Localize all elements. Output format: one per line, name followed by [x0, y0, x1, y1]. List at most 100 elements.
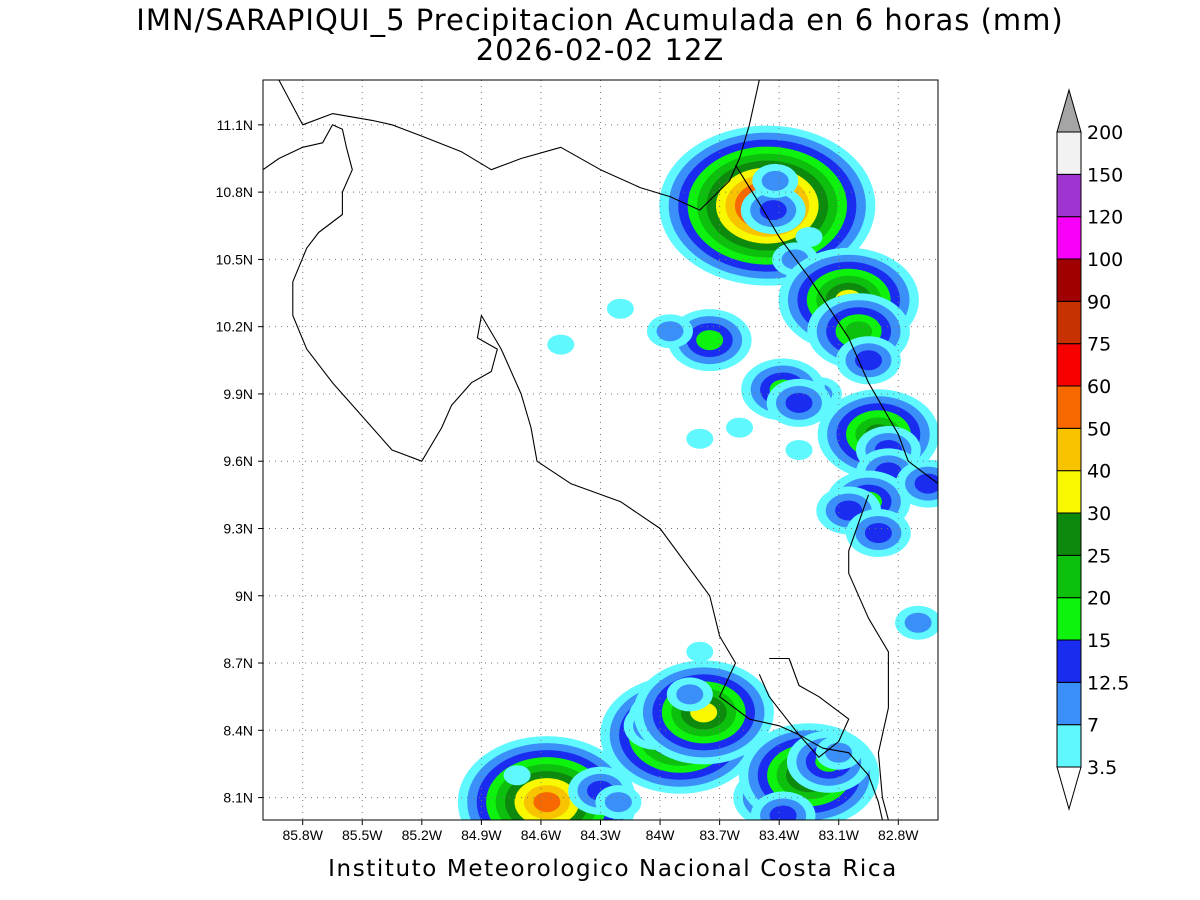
rain-cell: [666, 677, 713, 712]
rain-contour: [785, 392, 813, 413]
colorbar-swatch: [1056, 724, 1082, 768]
rain-cell: [750, 791, 816, 820]
colorbar-swatch: [1056, 470, 1082, 514]
colorbar-swatch: [1056, 385, 1082, 429]
colorbar-swatch: [1056, 427, 1082, 472]
colorbar-swatch: [1056, 597, 1082, 641]
colorbar-label: 12.5: [1087, 672, 1129, 694]
map-title: IMN/SARAPIQUI_5 Precipitacion Acumulada …: [136, 3, 1064, 37]
rain-contour: [503, 765, 531, 786]
coastlines: [263, 80, 938, 820]
colorbar-label: 75: [1087, 334, 1111, 356]
rain-contour: [855, 350, 882, 371]
lon-tick-label: 84.6W: [521, 827, 562, 843]
lat-tick-label: 8.4N: [223, 722, 253, 738]
lon-tick-label: 85.5W: [342, 827, 383, 843]
rain-cell: [726, 417, 753, 438]
rain-contour: [606, 298, 634, 319]
rain-cell: [647, 314, 693, 349]
lat-tick-label: 10.8N: [216, 184, 253, 200]
lon-tick-label: 84.9W: [461, 827, 502, 843]
colorbar-label: 7: [1087, 715, 1099, 737]
border-south: [848, 494, 889, 820]
rain-cell: [895, 459, 938, 508]
colorbar-swatch: [1056, 173, 1082, 218]
rain-cell: [667, 309, 752, 372]
rain-contour: [795, 227, 823, 247]
rain-contour: [785, 440, 813, 460]
rain-cell: [686, 641, 714, 662]
coastline-pacific: [263, 124, 883, 820]
colorbar-label: 50: [1087, 418, 1111, 440]
colorbar-swatch: [1056, 639, 1082, 683]
rain-cell: [606, 298, 634, 319]
coastline-caribbean: [735, 164, 938, 485]
rain-contour: [769, 805, 797, 820]
colorbar-label: 120: [1087, 207, 1123, 229]
colorbar-label: 20: [1087, 588, 1111, 610]
rain-cell: [836, 336, 901, 385]
colorbar-swatch: [1056, 512, 1082, 556]
colorbar-swatch: [1056, 300, 1082, 345]
lon-tick-label: 82.8W: [878, 827, 919, 843]
lat-tick-label: 10.5N: [216, 251, 253, 267]
rain-contour: [864, 523, 892, 543]
rain-cell: [503, 765, 531, 786]
rain-cell: [895, 605, 938, 640]
lat-tick-label: 9.6N: [223, 453, 253, 469]
rain-cell: [766, 378, 832, 427]
rain-cell: [785, 440, 813, 460]
rain-contour: [835, 500, 863, 521]
rain-contour: [533, 792, 561, 813]
rain-contour: [726, 417, 753, 438]
colorbar-swatch: [1056, 681, 1082, 726]
colorbar-swatch: [1056, 216, 1082, 260]
rain-contour: [904, 612, 932, 633]
rain-cell: [846, 509, 911, 557]
lat-tick-label: 9.3N: [223, 520, 253, 536]
rain-contour: [696, 330, 724, 351]
lon-tick-label: 83.4W: [759, 827, 800, 843]
border-north: [278, 80, 760, 211]
rain-contour: [676, 684, 704, 705]
rain-contour: [604, 792, 632, 813]
rain-contour: [547, 334, 575, 355]
colorbar-legend: 3.5 7 12.5 15 20 25 30 40 50 60 75 90 100 120 150 200: [1056, 88, 1129, 811]
colorbar-label: 3.5: [1087, 757, 1117, 779]
colorbar-under-arrow: [1056, 766, 1082, 811]
lon-tick-label: 84.3W: [580, 827, 621, 843]
lat-tick-label: 10.2N: [216, 319, 253, 335]
colorbar-swatch: [1056, 258, 1082, 302]
colorbar-swatch: [1056, 343, 1082, 387]
credit-text: Instituto Meteorologico Nacional Costa R…: [328, 856, 898, 882]
coastline-peninsula: [758, 657, 850, 758]
axis-labels: 85.8W 85.5W 85.2W 84.9W 84.6W 84.3W 84W 83.7W 83…: [216, 117, 920, 843]
colorbar-label: 25: [1087, 545, 1111, 567]
colorbar-label: 40: [1087, 461, 1111, 483]
colorbar-label: 15: [1087, 630, 1111, 652]
lon-tick-label: 85.2W: [402, 827, 443, 843]
lat-tick-label: 11.1N: [217, 117, 253, 133]
colorbar-swatch: [1056, 131, 1082, 175]
lat-tick-label: 9.9N: [223, 386, 253, 402]
rain-cell: [752, 163, 799, 198]
lat-tick-label: 8.1N: [223, 790, 253, 806]
rain-cell: [686, 428, 714, 449]
colorbar-label: 90: [1087, 291, 1111, 313]
rain-contour: [686, 641, 714, 662]
rain-cell: [595, 785, 642, 820]
lon-tick-label: 83.7W: [699, 827, 740, 843]
colorbar-swatch: [1056, 554, 1082, 599]
rain-cell: [795, 227, 823, 247]
rain-contour: [656, 321, 684, 342]
colorbar-label: 60: [1087, 376, 1111, 398]
rain-fields: [457, 125, 938, 820]
lon-tick-label: 85.8W: [282, 827, 323, 843]
lon-tick-label: 83.1W: [819, 827, 860, 843]
lat-tick-label: 9N: [235, 588, 253, 604]
colorbar-label: 150: [1087, 164, 1123, 186]
colorbar-label: 100: [1087, 249, 1123, 271]
rain-contour: [686, 428, 714, 449]
colorbar-over-arrow: [1056, 88, 1082, 133]
